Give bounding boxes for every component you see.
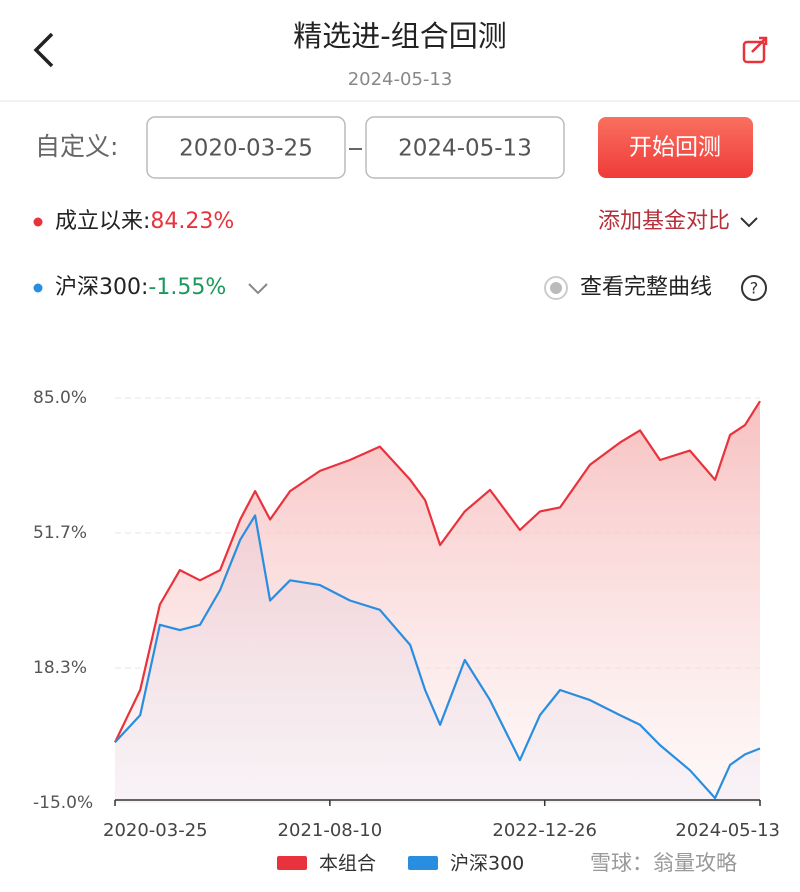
bench-label-text: 沪深300: [55, 275, 148, 300]
series-line [114, 400, 761, 743]
series-line [114, 514, 761, 800]
bench-label: 沪深300:-1.55% [55, 275, 226, 300]
start-button[interactable] [598, 117, 753, 178]
y-tick-label: 18.3% [33, 658, 87, 678]
chart: -15.0% 18.3% 51.7% 85.0% 2020-03-25 2021-08-1… [33, 388, 780, 875]
page-date: 2024-05-13 [348, 69, 453, 90]
bench-dot [33, 283, 43, 293]
bench-value: -1.55% [148, 275, 226, 300]
since-value: 84.23% [150, 209, 234, 234]
y-tick-label: -15.0% [33, 793, 93, 813]
chevron [740, 217, 758, 228]
add-compare[interactable]: 添加基金对比 [598, 209, 730, 234]
legend-swatch [408, 856, 438, 870]
since-label-text: 成立以来: [55, 209, 150, 234]
x-tick-label: 2024-05-13 [675, 820, 780, 841]
page-title: 精选进-组合回测 [293, 19, 506, 53]
start-input[interactable] [146, 116, 346, 179]
share-button[interactable] [742, 36, 768, 64]
start-date: 2020-03-25 [179, 136, 313, 162]
y-tick-label: 85.0% [33, 388, 87, 408]
area-fill [115, 401, 760, 803]
portfolio-dot [33, 217, 43, 227]
radio-dot [550, 282, 562, 294]
full-curve[interactable]: 查看完整曲线 [580, 275, 712, 300]
x-tick-label: 2022-12-26 [492, 820, 597, 841]
legend-label: 本组合 [319, 853, 376, 875]
help-icon[interactable] [741, 275, 767, 301]
chevron[interactable] [248, 283, 268, 295]
back-button[interactable] [33, 32, 54, 68]
watermark: 雪球：翁量攻略 [590, 851, 737, 875]
help-mark: ? [750, 279, 759, 298]
legend-label: 沪深300 [450, 853, 524, 875]
start-button-label: 开始回测 [629, 135, 721, 161]
since-label: 成立以来:84.23% [55, 209, 234, 234]
end-date: 2024-05-13 [398, 136, 532, 162]
legend-swatch [277, 856, 307, 870]
y-tick-label: 51.7% [33, 523, 87, 543]
x-tick-label: 2021-08-10 [278, 820, 383, 841]
range-label: 自定义: [35, 132, 118, 161]
x-tick-label: 2020-03-25 [103, 820, 208, 841]
end-input[interactable] [365, 116, 565, 179]
